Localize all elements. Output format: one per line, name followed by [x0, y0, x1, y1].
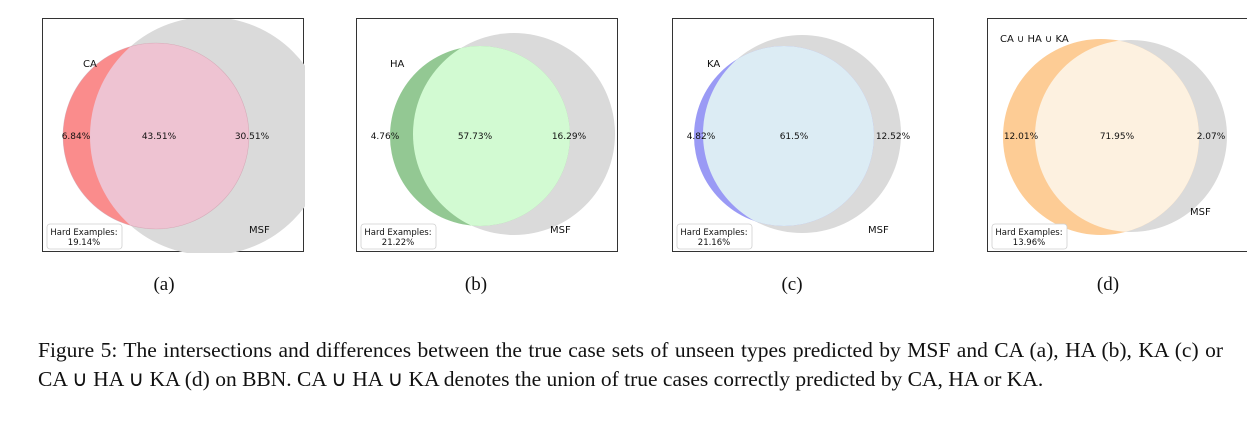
overlap-region [90, 43, 249, 229]
overlap-region [703, 46, 874, 226]
intersection-value: 61.5% [780, 132, 809, 142]
right-only-value: 16.29% [552, 132, 587, 142]
hard-examples-box [360, 223, 437, 250]
subfigure-label-c: (c) [781, 274, 803, 295]
hard-examples-value: 13.96% [1013, 238, 1045, 248]
hard-examples-box [46, 223, 123, 250]
overlap-region [413, 46, 570, 226]
left-only-value: 4.76% [371, 132, 400, 142]
msf-label: MSF [550, 225, 571, 236]
venn-panel-a: CA 6.84% 43.51% 30.51% MSF Hard Examples… [42, 18, 305, 253]
right-only-value: 30.51% [235, 132, 270, 142]
hard-examples-label: Hard Examples: [995, 228, 1062, 238]
msf-label: MSF [1190, 207, 1211, 218]
hard-examples-label: Hard Examples: [680, 228, 747, 238]
msf-label: MSF [868, 225, 889, 236]
left-only-value: 4.82% [687, 132, 716, 142]
intersection-value: 71.95% [1100, 132, 1135, 142]
hard-examples-value: 21.22% [382, 238, 414, 248]
hard-examples-box [991, 223, 1068, 250]
set-label: CA ∪ HA ∪ KA [1000, 34, 1069, 45]
intersection-value: 43.51% [142, 132, 177, 142]
hard-examples-value: 19.14% [68, 238, 100, 248]
venn-panel-b: HA 4.76% 57.73% 16.29% MSF Hard Examples… [356, 18, 618, 252]
subfigure-label-d: (d) [1096, 274, 1120, 295]
overlap-region [1035, 40, 1199, 232]
right-only-value: 12.52% [876, 132, 911, 142]
hard-examples-box [676, 223, 753, 250]
venn-diagram-d: CA ∪ HA ∪ KA 12.01% 71.95% 2.07% MSF Har… [991, 34, 1227, 250]
venn-panel-d: CA ∪ HA ∪ KA 12.01% 71.95% 2.07% MSF Har… [987, 18, 1247, 252]
msf-label: MSF [249, 225, 270, 236]
right-only-value: 2.07% [1197, 132, 1226, 142]
left-only-value: 6.84% [62, 132, 91, 142]
venn-panel-c: KA 4.82% 61.5% 12.52% MSF Hard Examples:… [672, 18, 934, 252]
venn-diagram-c: KA 4.82% 61.5% 12.52% MSF Hard Examples:… [676, 35, 911, 250]
hard-examples-label: Hard Examples: [364, 228, 431, 238]
venn-diagram-a: CA 6.84% 43.51% 30.51% MSF Hard Examples… [46, 19, 305, 253]
set-label: KA [707, 59, 720, 70]
subfigure-label-a: (a) [153, 274, 175, 295]
left-only-value: 12.01% [1004, 132, 1039, 142]
hard-examples-value: 21.16% [698, 238, 730, 248]
figure-caption: Figure 5: The intersections and differen… [38, 338, 1223, 391]
set-label: CA [83, 59, 97, 70]
intersection-value: 57.73% [458, 132, 493, 142]
hard-examples-label: Hard Examples: [50, 228, 117, 238]
set-label: HA [390, 59, 405, 70]
venn-diagram-b: HA 4.76% 57.73% 16.29% MSF Hard Examples… [360, 33, 615, 250]
subfigure-label-b: (b) [464, 274, 488, 295]
